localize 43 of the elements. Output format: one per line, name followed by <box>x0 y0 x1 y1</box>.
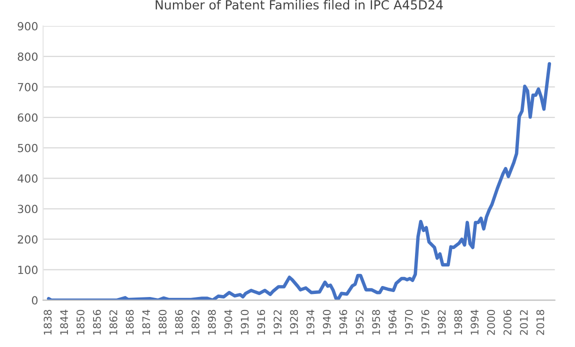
y-tick-label: 0 <box>32 296 38 305</box>
x-tick-label: 1934 <box>306 310 314 335</box>
x-tick-label: 1856 <box>93 310 101 335</box>
x-tick-label: 1904 <box>224 310 232 335</box>
y-tick-label: 100 <box>18 266 38 274</box>
x-tick-label: 1970 <box>404 310 413 335</box>
x-tick-label: 1958 <box>372 310 380 335</box>
x-tick-label: 1862 <box>109 310 118 335</box>
line-series <box>46 62 552 300</box>
y-tick-label: 600 <box>18 113 38 122</box>
x-tick-label: 2006 <box>503 310 512 335</box>
chart-title: Number of Patent Families filed in IPC A45D24 <box>156 0 443 10</box>
x-tick-label: 1850 <box>76 310 84 335</box>
x-tick-label: 1916 <box>257 310 266 335</box>
x-tick-label: 1880 <box>158 310 167 335</box>
x-tick-label: 1874 <box>142 310 150 335</box>
y-tick-label: 700 <box>18 82 38 92</box>
x-tick-label: 2018 <box>536 310 544 335</box>
x-tick-label: 1886 <box>175 310 183 335</box>
x-tick-label: 1910 <box>240 310 249 335</box>
x-tick-label: 1964 <box>388 310 396 335</box>
x-tick-label: 1928 <box>290 310 298 335</box>
y-tick-label: 200 <box>18 235 38 244</box>
y-tick-label: 800 <box>18 52 38 61</box>
x-tick-label: 1940 <box>322 310 331 335</box>
x-tick-label: 1976 <box>421 310 430 335</box>
y-tick-label: 500 <box>18 144 38 152</box>
x-tick-label: 1988 <box>454 310 462 335</box>
x-tick-label: 1892 <box>192 310 200 335</box>
x-tick-label: 1946 <box>339 310 348 335</box>
x-tick-label: 1868 <box>126 310 134 335</box>
x-tick-label: 1982 <box>438 310 446 335</box>
y-tick-label: 400 <box>18 174 38 183</box>
x-tick-label: 2012 <box>520 310 528 335</box>
x-tick-label: 1922 <box>274 310 282 335</box>
y-tick-label: 300 <box>18 204 38 214</box>
x-tick-label: 1898 <box>208 310 216 335</box>
y-tick-label: 900 <box>18 22 38 30</box>
x-tick-label: 1838 <box>44 310 52 335</box>
x-tick-label: 1952 <box>356 310 364 335</box>
x-tick-label: 2000 <box>487 310 495 335</box>
x-tick-label: 1844 <box>60 310 68 335</box>
x-tick-label: 1994 <box>470 310 479 335</box>
